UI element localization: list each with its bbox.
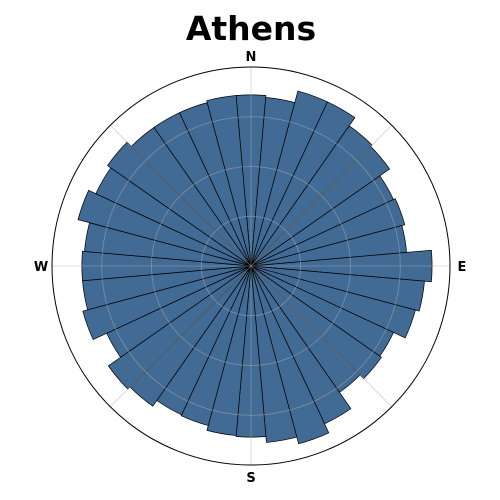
angular-gridline-45 [250, 125, 392, 267]
compass-label-south: S [246, 471, 255, 486]
angular-gridline-315 [110, 125, 252, 267]
compass-label-east: E [458, 260, 467, 275]
chart-title: Athens [186, 9, 316, 48]
angular-gridline-225 [110, 265, 252, 407]
rose-bar-290 [77, 189, 252, 267]
rose-bar-350 [206, 95, 252, 267]
polar-frame [51, 66, 451, 466]
bars-group [77, 90, 433, 445]
grid-group [52, 67, 450, 465]
rose-bar-170 [250, 265, 298, 443]
angular-gridline-135 [250, 265, 392, 407]
rose-bar-30 [250, 101, 356, 267]
compass-label-north: N [246, 50, 257, 65]
rose-bar-70 [250, 198, 406, 267]
compass-label-west: W [34, 260, 48, 275]
rose-bar-250 [82, 265, 252, 341]
rose-bar-160 [250, 265, 330, 445]
rose-bar-200 [180, 265, 252, 426]
rose-bar-110 [250, 265, 416, 339]
